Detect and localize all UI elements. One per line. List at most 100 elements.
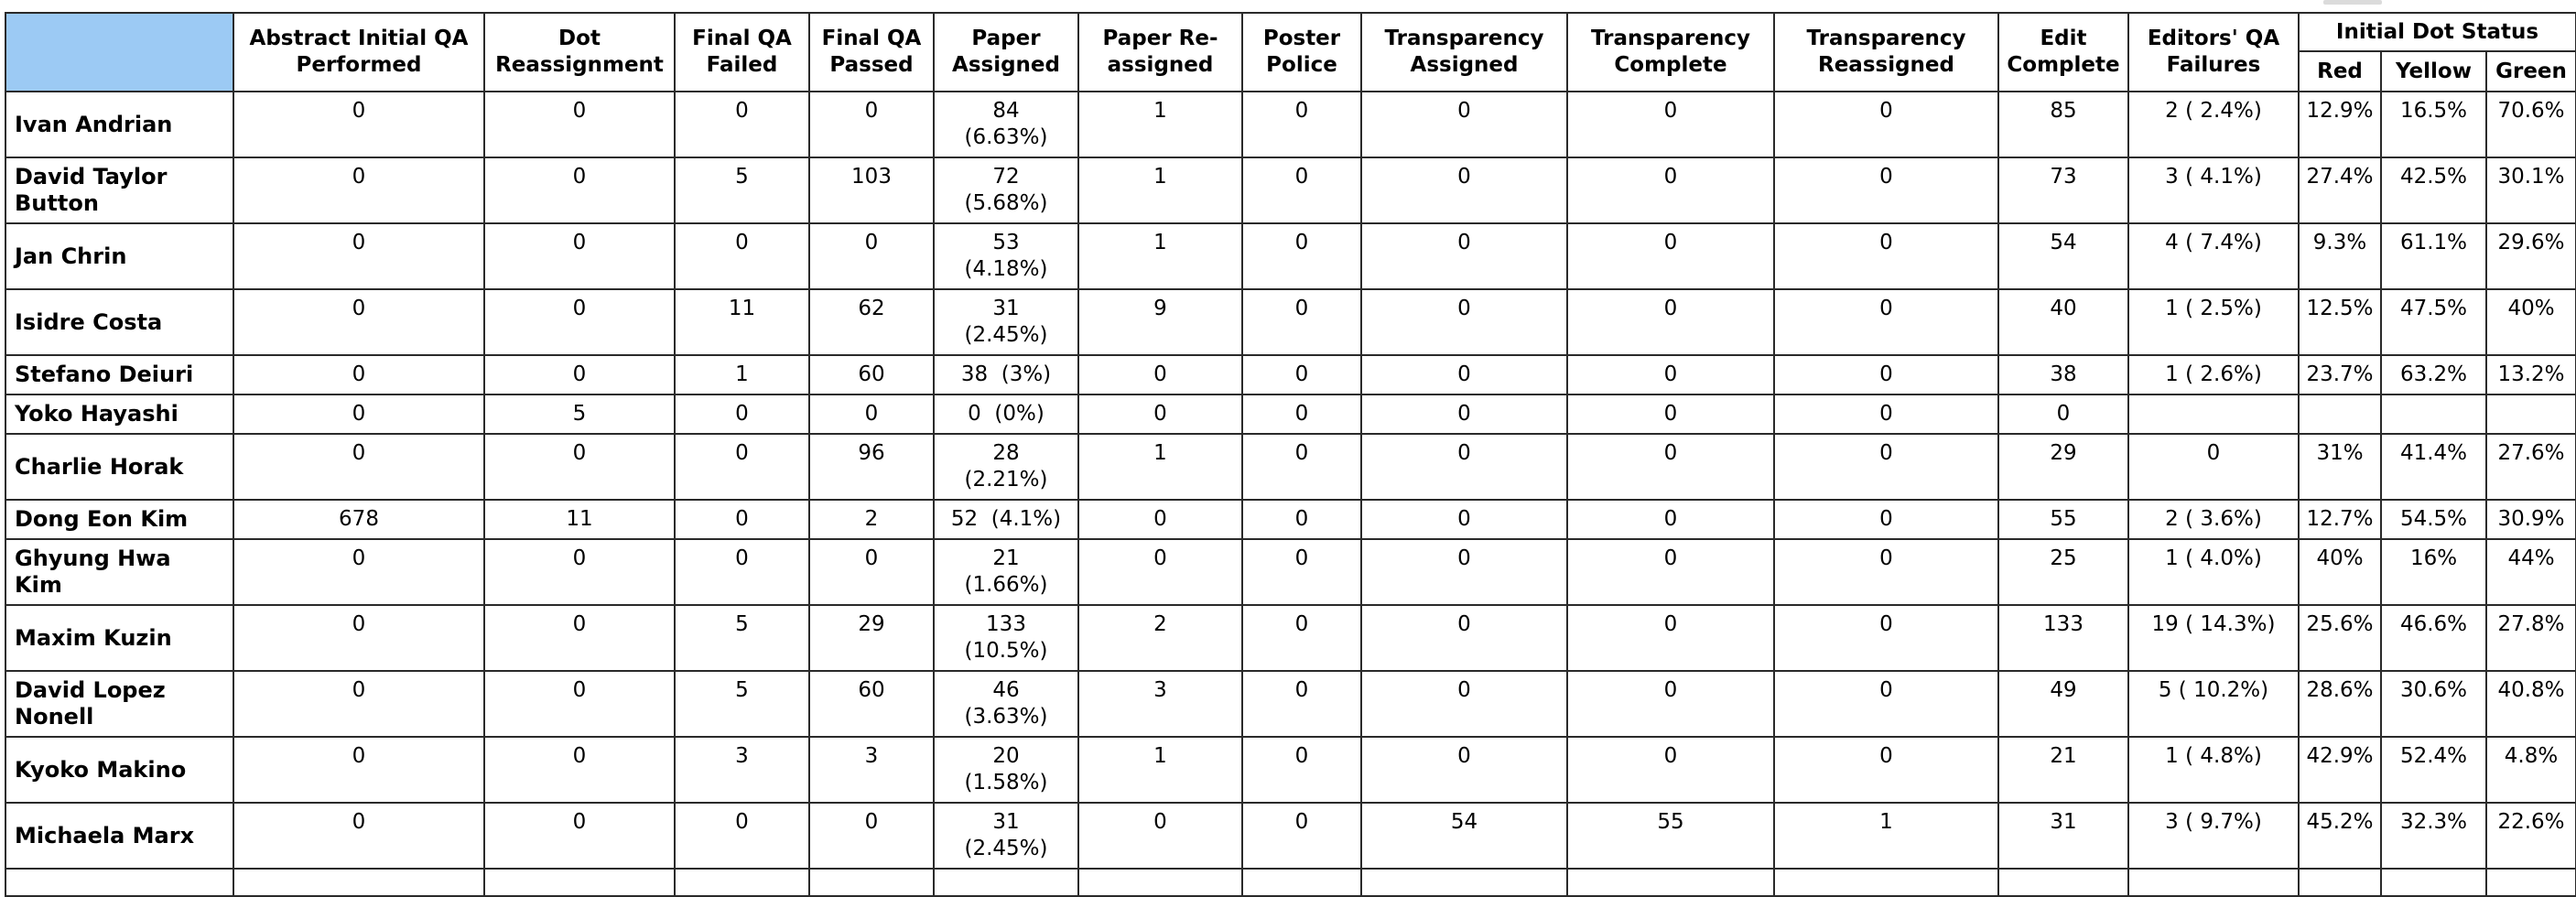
editor-name-cell: Charlie Horak (5, 433, 234, 501)
cell-paper-reassigned: 1 (1077, 736, 1243, 804)
cell-poster-police: 0 (1241, 736, 1362, 804)
editor-name-cell: Stefano Deiuri (5, 354, 234, 395)
cell-transparency-complete: 0 (1566, 91, 1775, 158)
cell-yellow (2380, 868, 2487, 897)
editor-name-cell: Maxim Kuzin (5, 604, 234, 672)
cell-dot-reassignment: 5 (483, 394, 676, 435)
cell-green: 30.1% (2485, 157, 2576, 224)
cell-final-qa-passed: 29 (808, 604, 935, 672)
table-row: Ivan Andrian 0 0 0 0 84 (6.63%) 1 0 0 0 0 85 2 ( 2.4… (5, 91, 2576, 158)
cell-final-qa-failed: 0 (674, 433, 810, 501)
col-header-poster-police: Poster Police (1241, 12, 1362, 92)
cell-final-qa-failed (674, 868, 810, 897)
cell-abstract-initial-qa: 0 (233, 354, 485, 395)
col-header-final-qa-failed: Final QA Failed (674, 12, 810, 92)
cell-final-qa-failed: 0 (674, 91, 810, 158)
cell-transparency-complete (1566, 868, 1775, 897)
cell-red: 25.6% (2298, 604, 2382, 672)
cell-green: 27.8% (2485, 604, 2576, 672)
cell-paper-assigned: 46 (3.63%) (933, 670, 1079, 738)
cell-transparency-complete: 0 (1566, 394, 1775, 435)
editor-name-cell: David Lopez Nonell (5, 670, 234, 738)
cell-transparency-assigned: 0 (1360, 354, 1568, 395)
cell-transparency-complete: 0 (1566, 604, 1775, 672)
cell-red: 31% (2298, 433, 2382, 501)
table-body: Ivan Andrian 0 0 0 0 84 (6.63%) 1 0 0 0 0 85 2 ( 2.4… (5, 91, 2576, 897)
cell-poster-police: 0 (1241, 354, 1362, 395)
cell-dot-reassignment: 0 (483, 538, 676, 606)
cell-final-qa-passed: 103 (808, 157, 935, 224)
cell-final-qa-passed (808, 868, 935, 897)
cell-transparency-complete: 0 (1566, 157, 1775, 224)
cell-edit-complete: 31 (1997, 802, 2129, 870)
cell-transparency-complete: 0 (1566, 433, 1775, 501)
cell-yellow: 52.4% (2380, 736, 2487, 804)
cell-paper-reassigned: 0 (1077, 802, 1243, 870)
cell-red: 23.7% (2298, 354, 2382, 395)
col-header-final-qa-passed: Final QA Passed (808, 12, 935, 92)
table-row: Yoko Hayashi 0 5 0 0 0 (0%) 0 0 0 0 0 0 (5, 394, 2576, 435)
cell-edit-complete: 73 (1997, 157, 2129, 224)
editor-name-cell: Ivan Andrian (5, 91, 234, 158)
cell-final-qa-passed: 0 (808, 802, 935, 870)
cell-yellow: 54.5% (2380, 499, 2487, 540)
cell-yellow: 16.5% (2380, 91, 2487, 158)
cell-transparency-complete: 0 (1566, 736, 1775, 804)
cell-transparency-reassigned: 0 (1773, 354, 1999, 395)
cell-red (2298, 868, 2382, 897)
cell-final-qa-failed: 11 (674, 288, 810, 356)
cell-final-qa-passed: 0 (808, 222, 935, 290)
cell-transparency-assigned: 0 (1360, 604, 1568, 672)
cell-edit-complete: 0 (1997, 394, 2129, 435)
cell-editors-qa-failures: 0 (2127, 433, 2300, 501)
cell-editors-qa-failures: 3 ( 4.1%) (2127, 157, 2300, 224)
cell-green: 27.6% (2485, 433, 2576, 501)
cell-paper-assigned: 52 (4.1%) (933, 499, 1079, 540)
cell-edit-complete: 29 (1997, 433, 2129, 501)
cell-paper-reassigned (1077, 868, 1243, 897)
cell-paper-reassigned: 2 (1077, 604, 1243, 672)
cell-yellow: 63.2% (2380, 354, 2487, 395)
cell-transparency-reassigned: 0 (1773, 91, 1999, 158)
cell-dot-reassignment: 0 (483, 91, 676, 158)
cell-dot-reassignment (483, 868, 676, 897)
cell-final-qa-failed: 0 (674, 499, 810, 540)
cell-editors-qa-failures: 1 ( 2.6%) (2127, 354, 2300, 395)
table-row (5, 868, 2576, 897)
cell-editors-qa-failures (2127, 394, 2300, 435)
cell-edit-complete: 54 (1997, 222, 2129, 290)
cell-red: 28.6% (2298, 670, 2382, 738)
cell-paper-reassigned: 1 (1077, 433, 1243, 501)
cell-dot-reassignment: 0 (483, 157, 676, 224)
cell-abstract-initial-qa: 0 (233, 538, 485, 606)
cell-paper-reassigned: 9 (1077, 288, 1243, 356)
cell-poster-police: 0 (1241, 538, 1362, 606)
cell-paper-assigned: 84 (6.63%) (933, 91, 1079, 158)
editor-name-cell: Dong Eon Kim (5, 499, 234, 540)
cell-paper-reassigned: 0 (1077, 394, 1243, 435)
cell-poster-police: 0 (1241, 670, 1362, 738)
cell-final-qa-failed: 5 (674, 670, 810, 738)
cell-edit-complete: 133 (1997, 604, 2129, 672)
cell-transparency-complete: 55 (1566, 802, 1775, 870)
cell-red: 45.2% (2298, 802, 2382, 870)
cell-poster-police: 0 (1241, 91, 1362, 158)
cell-transparency-assigned: 0 (1360, 433, 1568, 501)
cell-editors-qa-failures: 4 ( 7.4%) (2127, 222, 2300, 290)
cell-transparency-complete: 0 (1566, 288, 1775, 356)
cell-yellow (2380, 394, 2487, 435)
cell-abstract-initial-qa: 0 (233, 736, 485, 804)
corner-cell (5, 12, 234, 92)
col-header-red: Red (2298, 50, 2382, 92)
cell-red: 12.5% (2298, 288, 2382, 356)
cell-transparency-reassigned: 0 (1773, 394, 1999, 435)
table-row: Stefano Deiuri 0 0 1 60 38 (3%) 0 0 0 0 0 38 1 ( 2.6… (5, 354, 2576, 395)
cell-edit-complete: 85 (1997, 91, 2129, 158)
cell-transparency-assigned: 0 (1360, 538, 1568, 606)
cell-transparency-reassigned (1773, 868, 1999, 897)
cell-red: 27.4% (2298, 157, 2382, 224)
cell-editors-qa-failures (2127, 868, 2300, 897)
cell-abstract-initial-qa: 0 (233, 157, 485, 224)
col-header-paper-assigned: Paper Assigned (933, 12, 1079, 92)
cell-poster-police (1241, 868, 1362, 897)
